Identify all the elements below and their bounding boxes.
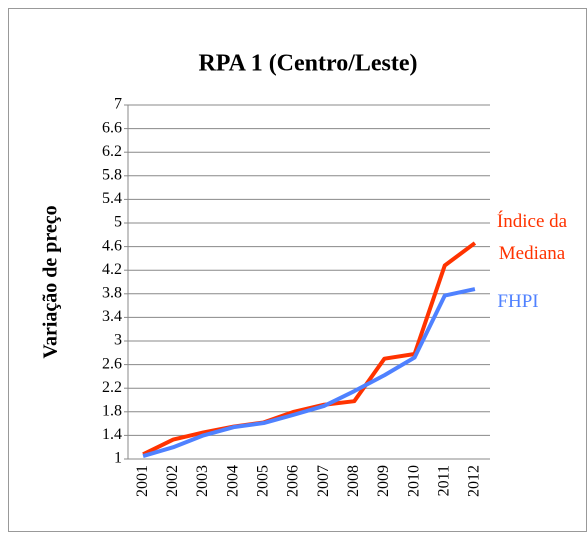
y-tick-label: 6.2	[102, 143, 122, 160]
y-tick-label: 4.2	[102, 261, 122, 278]
y-tick-label: 1.8	[102, 402, 122, 419]
y-tick-label: 3.8	[102, 284, 122, 301]
x-tick-label: 2009	[375, 465, 392, 497]
legend-label: FHPI	[497, 291, 539, 312]
y-tick-label: 5.8	[102, 166, 122, 183]
y-tick-label: 2.6	[102, 355, 122, 372]
x-tick-label: 2010	[405, 465, 422, 497]
y-tick-label: 7	[114, 96, 122, 113]
chart-title: RPA 1 (Centro/Leste)	[198, 51, 417, 77]
y-axis-label: Variação de preço	[40, 205, 62, 358]
y-tick-label: 5.4	[102, 190, 122, 207]
x-tick-label: 2004	[224, 465, 241, 497]
y-tick-label: 6.6	[102, 119, 122, 136]
y-tick-label: 2.2	[102, 379, 122, 396]
x-tick-label: 2002	[164, 465, 181, 497]
y-tick-label: 1	[114, 450, 122, 467]
x-tick-label: 2012	[466, 465, 483, 497]
x-tick-label: 2008	[345, 465, 362, 497]
y-tick-label: 4.6	[102, 237, 122, 254]
x-tick-label: 2007	[315, 465, 332, 497]
y-tick-label: 1.4	[102, 426, 122, 443]
x-tick-label: 2003	[194, 465, 211, 497]
x-tick-label: 2005	[254, 465, 271, 497]
x-tick-label: 2001	[134, 465, 151, 497]
y-tick-label: 5	[114, 214, 122, 231]
y-tick-label: 3	[114, 332, 122, 349]
series-line	[142, 287, 476, 458]
y-tick-label: 3.4	[102, 308, 122, 325]
legend-label: Índice da Mediana	[496, 211, 568, 264]
x-tick-label: 2006	[285, 465, 302, 497]
x-tick-label: 2011	[435, 465, 452, 496]
